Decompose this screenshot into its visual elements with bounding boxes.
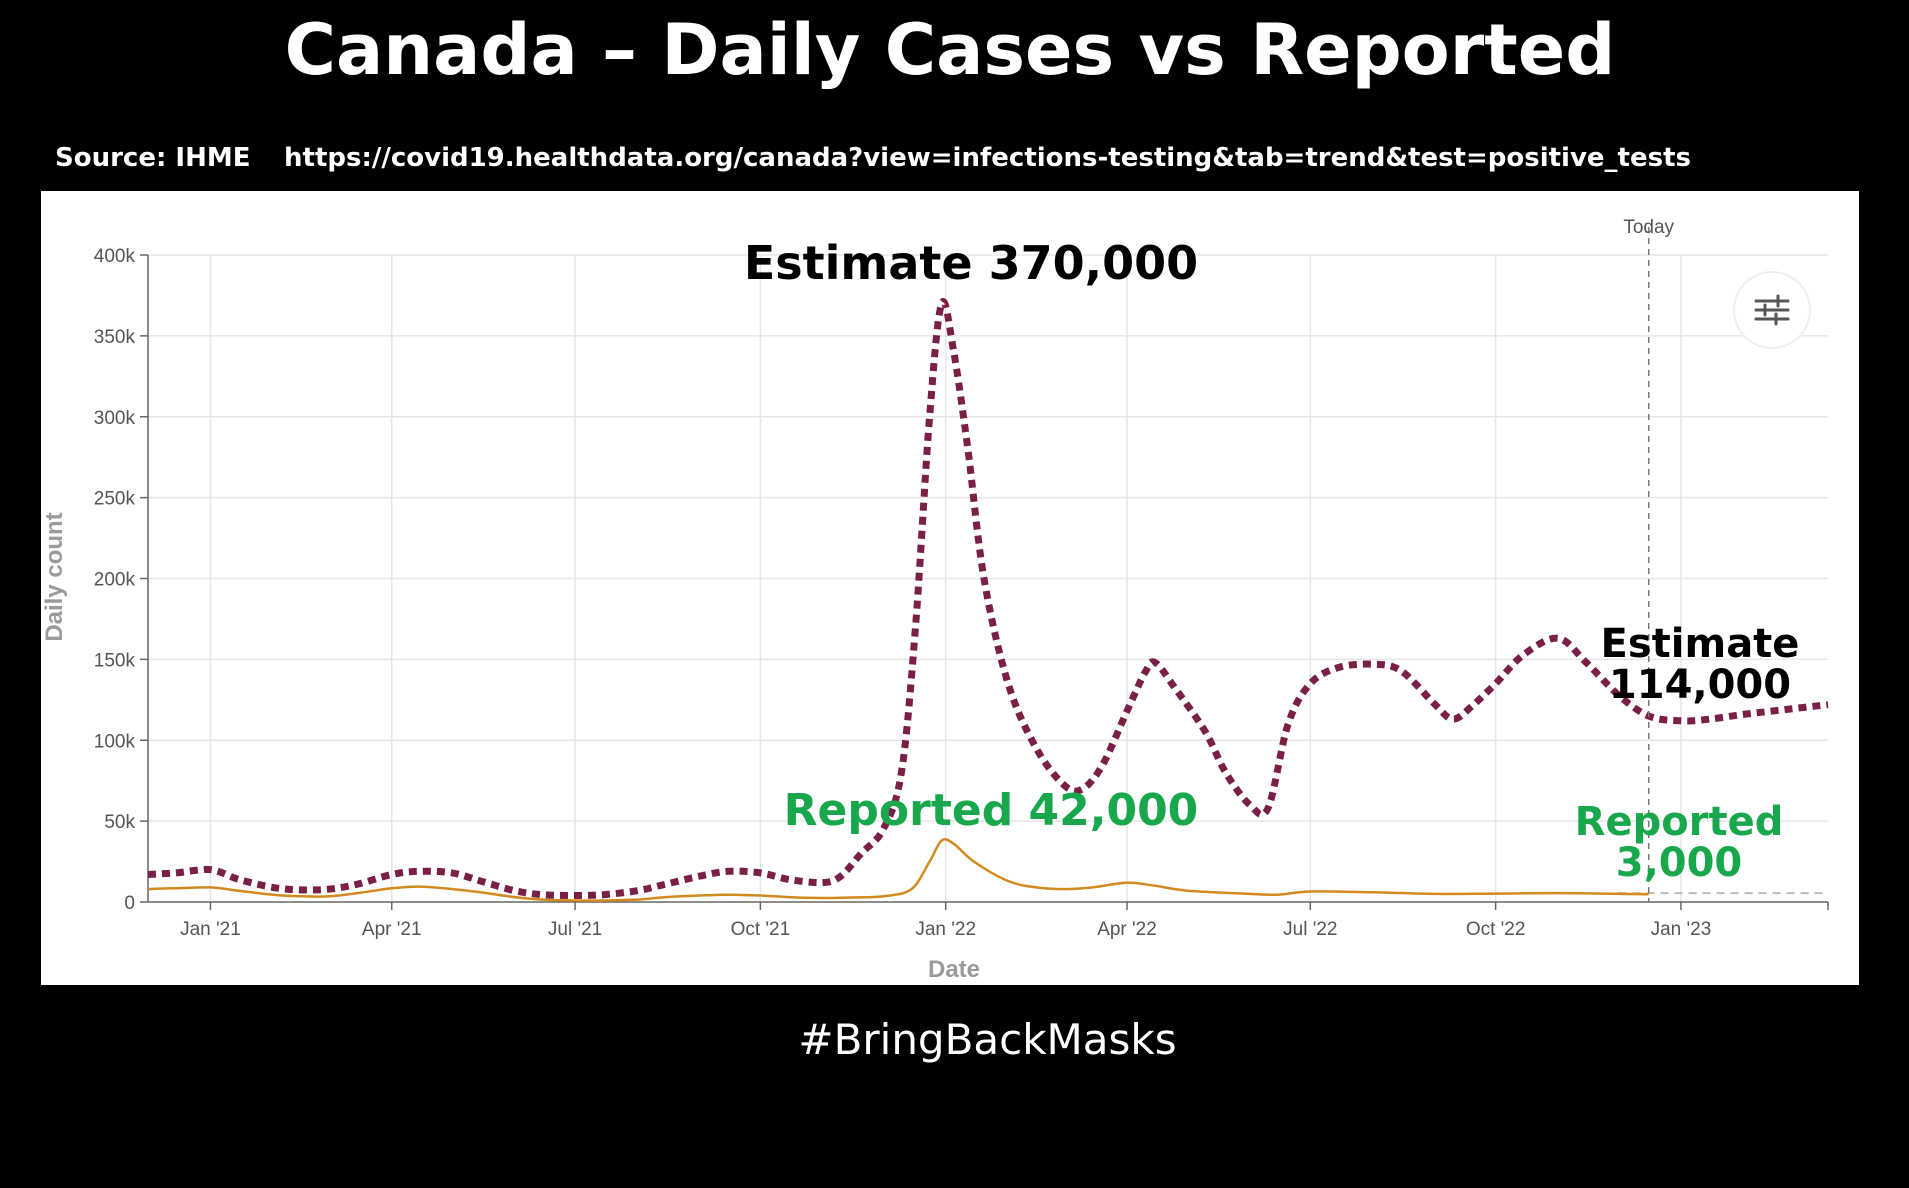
- y-tick-label: 400k: [94, 246, 136, 267]
- x-tick-label: Jan '23: [1651, 919, 1712, 940]
- annotation-reported-current-line1: Reported: [1575, 799, 1784, 845]
- today-marker: Today: [1623, 217, 1675, 902]
- annotation-reported-peak: Reported 42,000: [784, 785, 1199, 836]
- x-tick-label: Oct '21: [731, 919, 791, 940]
- y-tick-label: 50k: [104, 812, 135, 833]
- y-axis-title: Daily count: [41, 512, 68, 641]
- page-title: Canada – Daily Cases vs Reported: [284, 9, 1616, 91]
- series-line-reported: [147, 838, 1649, 902]
- filter-button[interactable]: [1733, 271, 1811, 349]
- x-tick-label: Apr '22: [1097, 919, 1157, 940]
- x-tick-label: Jul '21: [548, 919, 602, 940]
- y-tick-label: 300k: [94, 408, 136, 429]
- y-tick-label: 350k: [94, 327, 136, 348]
- y-tick-label: 250k: [94, 489, 136, 510]
- annotation-estimate-current-line1: Estimate: [1601, 621, 1800, 667]
- chart-panel: 0 50k 100k 150k 200k 250k 300k 350k 400k Jan '21…: [41, 191, 1859, 985]
- chart-svg: 0 50k 100k 150k 200k 250k 300k 350k 400k Jan '21…: [41, 217, 1829, 983]
- sliders-icon: [1754, 294, 1790, 326]
- x-tick-label: Jul '22: [1283, 919, 1337, 940]
- today-label: Today: [1623, 217, 1674, 238]
- x-tick-label: Jan '21: [180, 919, 241, 940]
- hashtag: #BringBackMasks: [798, 1015, 1177, 1064]
- x-tick-label: Apr '21: [362, 919, 422, 940]
- x-tick-label: Jan '22: [915, 919, 976, 940]
- x-tick-label: Oct '22: [1466, 919, 1526, 940]
- y-tick-label: 150k: [94, 650, 136, 671]
- series-group: [147, 298, 1829, 902]
- annotation-estimate-peak: Estimate 370,000: [744, 236, 1198, 290]
- x-ticks: Jan '21 Apr '21 Jul '21 Oct '21 Jan '22 Apr '…: [180, 902, 1711, 940]
- source-url: https://covid19.healthdata.org/canada?vi…: [284, 143, 1691, 173]
- annotation-reported-current-line2: 3,000: [1616, 840, 1743, 886]
- y-tick-label: 0: [124, 893, 135, 914]
- series-line-estimated: [147, 298, 1829, 899]
- source-label: Source: IHME: [55, 143, 251, 173]
- annotation-estimate-current-line2: 114,000: [1609, 662, 1791, 708]
- grid: [148, 254, 1828, 902]
- x-axis-title: Date: [928, 956, 980, 983]
- y-ticks: 0 50k 100k 150k 200k 250k 300k 350k 400k: [94, 246, 148, 914]
- y-tick-label: 100k: [94, 731, 136, 752]
- y-tick-label: 200k: [94, 570, 136, 591]
